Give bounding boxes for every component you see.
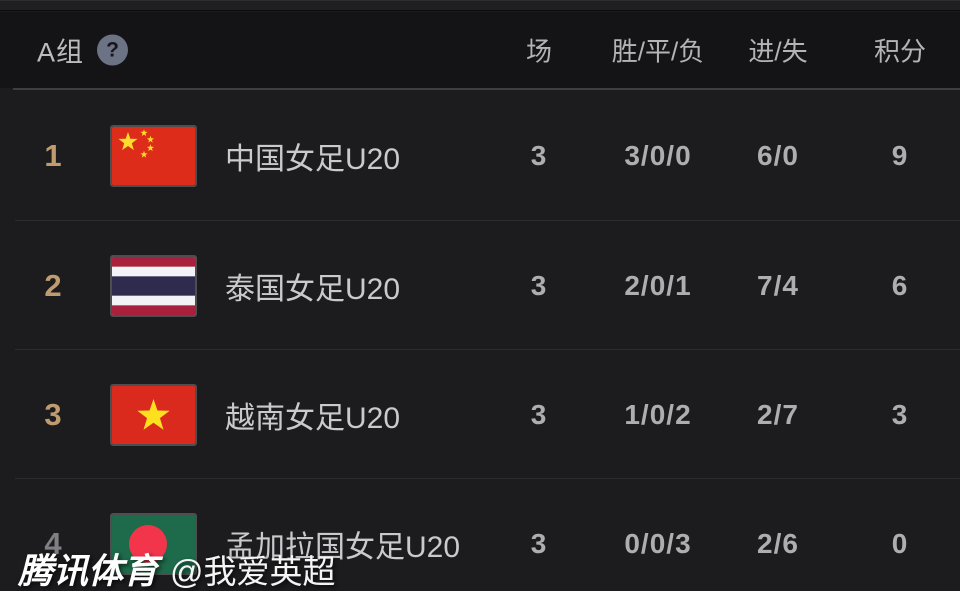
column-header-played: 场 bbox=[525, 36, 552, 67]
team-name: 泰国女足U20 bbox=[225, 272, 401, 306]
thailand-flag bbox=[110, 254, 197, 317]
column-header-goals: 进/失 bbox=[748, 36, 808, 67]
team-name: 中国女足U20 bbox=[225, 142, 401, 176]
stat-goals: 2/6 bbox=[757, 527, 799, 559]
top-strip bbox=[0, 0, 960, 11]
stat-played: 3 bbox=[530, 527, 548, 559]
rank-badge: 4 bbox=[44, 525, 62, 561]
table-row-vietnam[interactable]: 3 越南女足U20 3 1/0/2 2/7 3 bbox=[0, 350, 960, 479]
table-row-bangladesh[interactable]: 4 孟加拉国女足U20 3 0/0/3 2/6 0 bbox=[0, 479, 960, 591]
stat-wdl: 1/0/2 bbox=[624, 398, 692, 430]
stat-wdl: 0/0/3 bbox=[624, 527, 692, 559]
help-icon[interactable]: ? bbox=[97, 34, 129, 66]
stat-points: 9 bbox=[891, 139, 909, 171]
column-header-wdl: 胜/平/负 bbox=[611, 36, 705, 67]
table-header: A组 ? 场 胜/平/负 进/失 积分 bbox=[0, 12, 960, 88]
stat-goals: 7/4 bbox=[757, 269, 799, 301]
standings-rows: 1 中国女足U20 3 3/0/0 6/0 9 2 bbox=[0, 90, 960, 591]
stat-played: 3 bbox=[530, 398, 548, 430]
rank-badge: 2 bbox=[44, 267, 62, 303]
stat-wdl: 3/0/0 bbox=[624, 139, 692, 171]
table-row-china[interactable]: 1 中国女足U20 3 3/0/0 6/0 9 bbox=[0, 90, 960, 221]
table-row-thailand[interactable]: 2 泰国女足U20 3 2/0/1 7/4 6 bbox=[0, 221, 960, 350]
group-title: A组 bbox=[37, 37, 85, 68]
stat-points: 3 bbox=[891, 398, 909, 430]
team-name: 越南女足U20 bbox=[225, 401, 401, 435]
stat-goals: 6/0 bbox=[757, 139, 799, 171]
header-divider bbox=[13, 88, 960, 90]
china-flag bbox=[110, 124, 197, 187]
rank-badge: 1 bbox=[44, 137, 62, 173]
rank-badge: 3 bbox=[44, 396, 62, 432]
column-header-points: 积分 bbox=[873, 36, 926, 67]
team-name: 孟加拉国女足U20 bbox=[225, 530, 461, 564]
stat-wdl: 2/0/1 bbox=[624, 269, 692, 301]
stat-played: 3 bbox=[530, 269, 548, 301]
vietnam-flag bbox=[110, 383, 197, 446]
group-header: A组 ? bbox=[37, 31, 129, 70]
stat-played: 3 bbox=[530, 139, 548, 171]
bangladesh-flag bbox=[110, 512, 197, 575]
stat-goals: 2/7 bbox=[757, 398, 799, 430]
stat-points: 0 bbox=[891, 527, 909, 559]
stat-points: 6 bbox=[891, 269, 909, 301]
